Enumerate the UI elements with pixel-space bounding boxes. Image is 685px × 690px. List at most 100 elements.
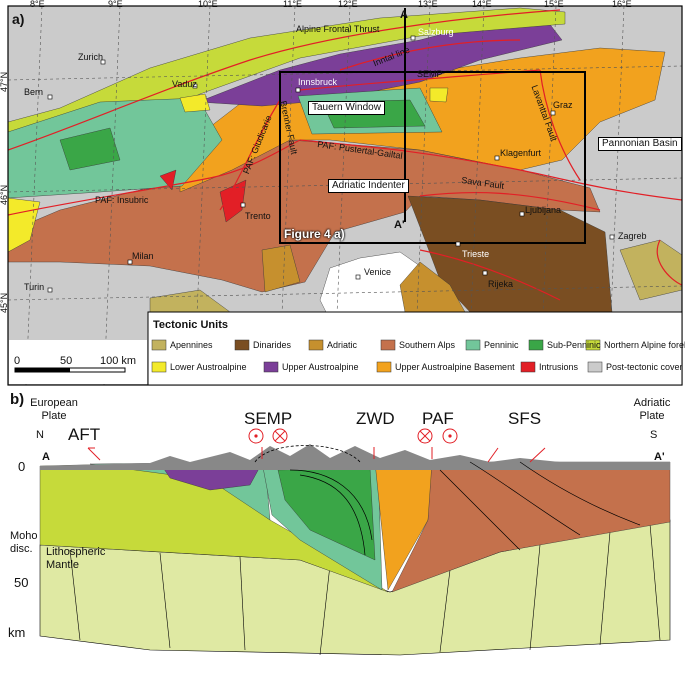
- city-label: Klagenfurt: [500, 148, 542, 158]
- scale-bar: [15, 368, 70, 372]
- mantle-fault: [649, 523, 661, 641]
- mantle-fault: [69, 549, 81, 641]
- latitude-label: 47°N: [0, 71, 9, 92]
- structure-label: ZWD: [356, 409, 395, 428]
- city-marker: [482, 270, 488, 276]
- section-end: A': [394, 219, 405, 231]
- unit-lower-austroalpine: [179, 93, 211, 113]
- fault-arrow: [419, 430, 431, 442]
- city-marker: [295, 87, 301, 93]
- mantle-fault: [529, 544, 541, 651]
- unit-apennines: [619, 239, 682, 301]
- legend-swatch: [587, 361, 603, 373]
- legend-swatch: [528, 339, 544, 351]
- plate-label: Adriatic Plate: [633, 397, 671, 422]
- legend-swatch: [234, 339, 250, 351]
- city-marker: [455, 241, 461, 247]
- fault-line: [419, 191, 601, 211]
- legend-swatch: [376, 361, 392, 373]
- cross-section: [39, 428, 671, 656]
- section-fault: [299, 474, 366, 556]
- city-label: Turin: [24, 282, 45, 292]
- structure-label: SEMP: [417, 69, 443, 79]
- section-fault: [519, 461, 641, 526]
- legend-label: Adriatic: [327, 340, 358, 350]
- longitude-label: 14°E: [472, 0, 492, 9]
- fault-line: [8, 139, 301, 216]
- legend-label: Post-tectonic cover: [606, 362, 683, 372]
- fault-line: [8, 9, 561, 151]
- fault-arrow: [87, 447, 101, 461]
- plate-label: European Plate: [30, 397, 78, 422]
- city-marker: [494, 155, 500, 161]
- legend-label: Upper Austroalpine: [282, 362, 359, 372]
- inset-frame: [279, 71, 586, 244]
- structure-label: PAF: Insubric: [95, 195, 149, 205]
- direction-label: S: [650, 429, 658, 441]
- latitude-label: 46°N: [0, 184, 9, 205]
- city-label: Rijeka: [488, 279, 514, 289]
- legend-label: Intrusions: [539, 362, 579, 372]
- scale-label: 50: [60, 355, 73, 367]
- direction-label: N: [36, 429, 44, 441]
- city-label: Trento: [245, 211, 271, 221]
- fault-arrow: [529, 447, 546, 463]
- city-marker: [127, 259, 133, 265]
- section-fault: [439, 469, 521, 551]
- legend-swatch: [465, 339, 481, 351]
- graticule: [8, 285, 682, 301]
- fault-line: [419, 249, 561, 301]
- structure-label: Pannonian Basin: [598, 137, 682, 151]
- city-marker: [240, 202, 246, 208]
- structure-label: Tauern Window: [308, 101, 385, 115]
- motion-symbol: [254, 434, 258, 438]
- mantle-fault: [599, 531, 611, 646]
- city-label: Graz: [553, 100, 573, 110]
- legend-swatch: [585, 339, 601, 351]
- city-label: Innsbruck: [298, 77, 338, 87]
- inset-label: Figure 4 a): [284, 227, 345, 241]
- panel-label: a): [12, 11, 25, 27]
- section-fault: [469, 461, 581, 536]
- longitude-label: 13°E: [418, 0, 438, 9]
- city-marker: [609, 234, 615, 240]
- legend-title: Tectonic Units: [153, 319, 228, 331]
- city-label: Salzburg: [418, 27, 454, 37]
- city-marker: [410, 35, 416, 41]
- city-label: Zurich: [78, 52, 104, 62]
- structure-label: SFS: [508, 409, 542, 428]
- map: [8, 6, 682, 385]
- depth-label: 50: [14, 575, 29, 590]
- mantle-fault: [319, 564, 331, 656]
- structure-label: Adriatic Indenter: [328, 179, 409, 193]
- structure-label: PAF: [422, 409, 454, 428]
- legend-label: Upper Austroalpine Basement: [395, 362, 515, 372]
- latitude-label: 45°N: [0, 292, 9, 313]
- legend-label: Dinarides: [253, 340, 292, 350]
- section-fault: [289, 469, 373, 541]
- city-marker: [100, 59, 106, 65]
- depth-label: km: [8, 625, 26, 640]
- legend-label: Lower Austroalpine: [170, 362, 247, 372]
- longitude-label: 15°E: [544, 0, 564, 9]
- legend-label: Northern Alpine foreland: [604, 340, 685, 350]
- topography: [40, 444, 670, 470]
- legend-swatch: [308, 339, 324, 351]
- city-marker: [47, 94, 53, 100]
- fault-line: [299, 139, 682, 201]
- fault-line: [339, 39, 521, 71]
- longitude-label: 16°E: [612, 0, 632, 9]
- city-marker: [355, 274, 361, 280]
- unit-lower-austroalpine: [8, 197, 41, 253]
- mantle-fault: [239, 556, 246, 651]
- depth-label: 0: [18, 459, 26, 474]
- city-marker: [550, 110, 556, 116]
- section-end: A: [42, 451, 50, 463]
- city-label: Zagreb: [618, 231, 647, 241]
- fault-line: [539, 69, 581, 181]
- city-label: Venice: [364, 267, 392, 277]
- city-marker: [47, 287, 53, 293]
- legend-swatch: [151, 339, 167, 351]
